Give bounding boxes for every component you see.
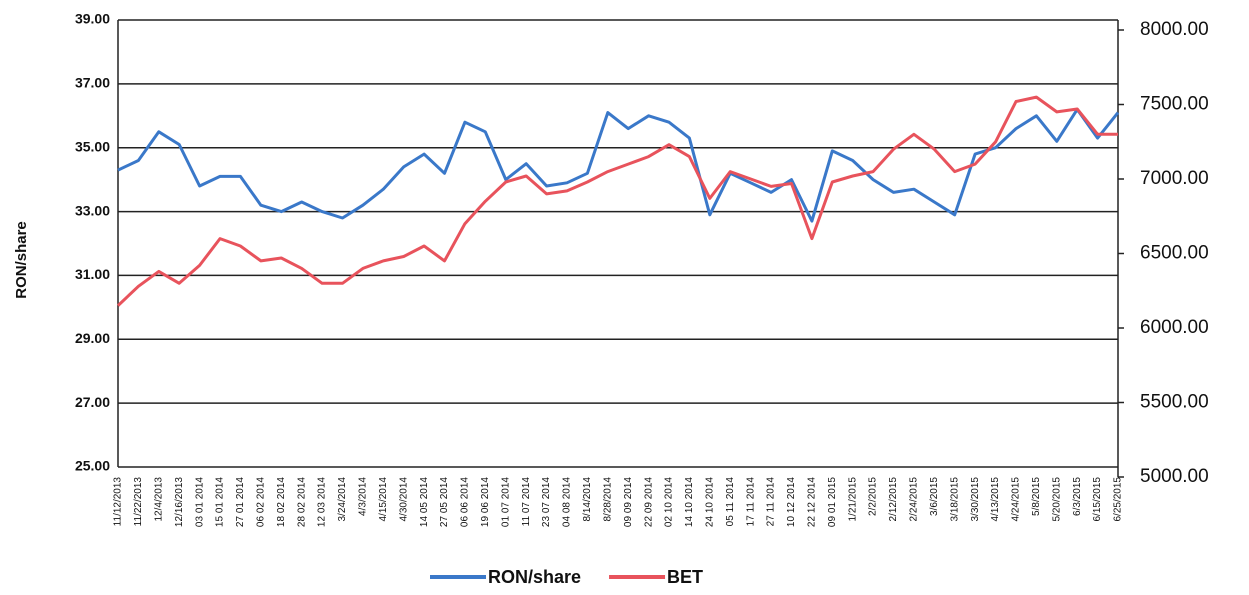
x-tick-label: 24 10 2014: [704, 477, 715, 527]
x-tick-label: 4/30/2014: [398, 477, 409, 522]
x-tick-label: 3/24/2014: [337, 477, 348, 522]
x-tick-label: 19 06 2014: [480, 477, 491, 527]
y2-tick-label: 7500.00: [1140, 94, 1209, 115]
x-tick-label: 4/13/2015: [990, 477, 1001, 522]
x-tick-label: 12/16/2013: [174, 477, 185, 527]
x-tick-label: 27 05 2014: [439, 477, 450, 527]
x-tick-label: 14 05 2014: [419, 477, 430, 527]
x-tick-label: 5/8/2015: [1031, 477, 1042, 516]
x-tick-label: 4/24/2015: [1011, 477, 1022, 522]
x-tick-label: 22 12 2014: [807, 477, 818, 527]
x-tick-label: 6/25/2015: [1113, 477, 1124, 522]
x-tick-label: 12 03 2014: [317, 477, 328, 527]
x-tick-label: 27 11 2014: [766, 477, 777, 527]
x-tick-label: 2/12/2015: [888, 477, 899, 522]
series-line: [116, 95, 1118, 307]
x-tick-label: 05 11 2014: [725, 477, 736, 527]
y-tick-label: 27.00: [75, 394, 110, 410]
y-tick-label: 29.00: [75, 330, 110, 346]
legend-label: BET: [667, 567, 703, 587]
x-tick-label: 09 09 2014: [623, 477, 634, 527]
y2-tick-label: 5500.00: [1140, 392, 1209, 413]
x-tick-label: 01 07 2014: [500, 477, 511, 527]
x-tick-label: 1/21/2015: [847, 477, 858, 522]
x-tick-label: 5/20/2015: [1051, 477, 1062, 522]
x-tick-label: 4/3/2014: [358, 477, 369, 516]
y-tick-label: 25.00: [75, 458, 110, 474]
x-tick-label: 6/3/2015: [1072, 477, 1083, 516]
x-tick-label: 3/30/2015: [970, 477, 981, 522]
x-tick-label: 11/12/2013: [113, 477, 124, 527]
y2-tick-label: 6000.00: [1140, 317, 1209, 338]
y-axis-title: RON/share: [13, 221, 30, 299]
y-tick-label: 35.00: [75, 138, 110, 154]
legend-label: RON/share: [488, 567, 581, 587]
y2-tick-label: 7000.00: [1140, 168, 1209, 189]
x-tick-label: 04 08 2014: [562, 477, 573, 527]
y2-tick-label: 6500.00: [1140, 243, 1209, 264]
x-tick-label: 28 02 2014: [296, 477, 307, 527]
x-tick-label: 02 10 2014: [664, 477, 675, 527]
x-tick-label: 8/28/2014: [602, 477, 613, 522]
x-tick-label: 2/2/2015: [868, 477, 879, 516]
x-tick-label: 17 11 2014: [745, 477, 756, 527]
x-tick-label: 6/15/2015: [1092, 477, 1103, 522]
x-tick-label: 8/14/2014: [582, 477, 593, 522]
x-tick-label: 2/24/2015: [909, 477, 920, 522]
x-tick-label: 18 02 2014: [276, 477, 287, 527]
y2-tick-label: 8000.00: [1140, 19, 1209, 40]
x-tick-label: 15 01 2014: [215, 477, 226, 527]
y-tick-label: 39.00: [75, 11, 110, 27]
x-tick-label: 10 12 2014: [786, 477, 797, 527]
y2-tick-label: 5000.00: [1140, 466, 1209, 487]
y-tick-label: 37.00: [75, 75, 110, 91]
y-tick-label: 33.00: [75, 202, 110, 218]
x-tick-label: 09 01 2015: [827, 477, 838, 527]
x-tick-label: 27 01 2014: [235, 477, 246, 527]
x-tick-label: 06 02 2014: [255, 477, 266, 527]
series-line: [117, 107, 1120, 223]
x-tick-label: 23 07 2014: [541, 477, 552, 527]
x-tick-label: 11/22/2013: [133, 477, 144, 527]
x-tick-label: 12/4/2013: [153, 477, 164, 522]
x-tick-label: 22 09 2014: [643, 477, 654, 527]
x-tick-label: 06 06 2014: [460, 477, 471, 527]
x-tick-label: 14 10 2014: [684, 477, 695, 527]
x-tick-label: 3/6/2015: [929, 477, 940, 516]
x-tick-label: 03 01 2014: [194, 477, 205, 527]
x-tick-label: 4/15/2014: [378, 477, 389, 522]
y-tick-label: 31.00: [75, 266, 110, 282]
x-tick-label: 3/18/2015: [949, 477, 960, 522]
x-tick-label: 11 07 2014: [521, 477, 532, 527]
